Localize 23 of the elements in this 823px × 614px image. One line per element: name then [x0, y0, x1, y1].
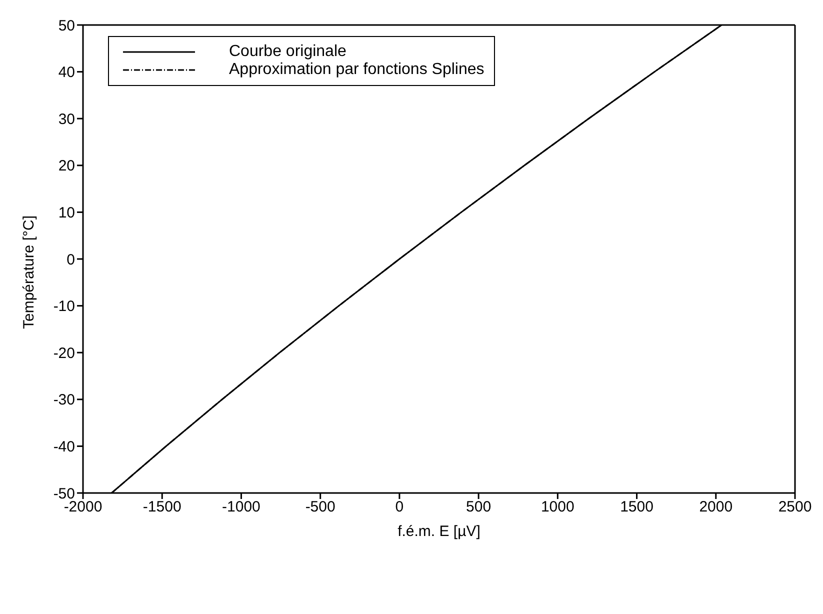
x-tick-label: -500	[305, 498, 336, 516]
x-axis-title: f.é.m. E [µV]	[398, 523, 480, 540]
y-tick-label: 30	[58, 110, 75, 128]
x-tick-label: -1000	[222, 498, 260, 516]
x-tick-label: 1000	[540, 498, 574, 516]
y-tick-label: -20	[53, 344, 75, 362]
y-tick-label: 40	[58, 64, 75, 82]
y-axis-title: Température [°C]	[20, 215, 38, 329]
y-tick-label: 0	[66, 251, 75, 268]
x-tick-label: 2000	[699, 498, 733, 516]
x-tick-label: 2500	[778, 498, 812, 516]
x-tick-label: 0	[395, 498, 404, 516]
x-tick-label: -1500	[142, 498, 182, 516]
y-tick-label: 20	[58, 158, 75, 175]
x-tick-label: 1500	[620, 498, 654, 516]
y-tick-label: 10	[58, 204, 75, 222]
y-tick-label: -40	[53, 438, 75, 456]
x-tick-label: 500	[466, 498, 492, 516]
y-tick-label: -30	[53, 392, 75, 409]
legend-label: Courbe originale	[229, 43, 346, 61]
y-tick-label: 50	[58, 17, 75, 34]
y-tick-label: -10	[53, 298, 75, 316]
legend-label: Approximation par fonctions Splines	[229, 61, 484, 79]
